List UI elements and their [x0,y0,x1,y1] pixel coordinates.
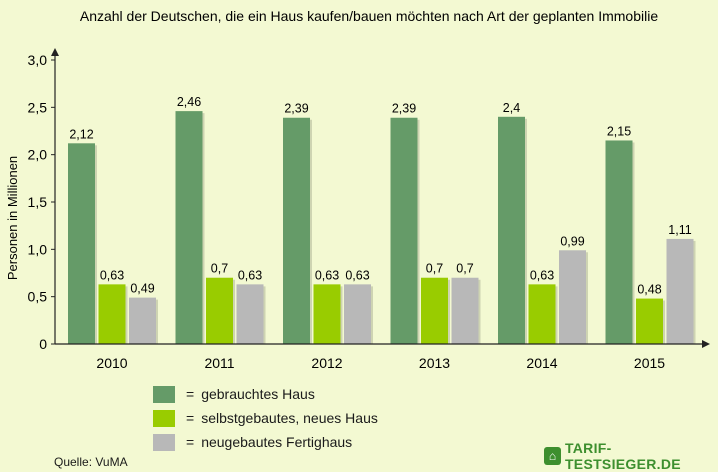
bar-chart: Anzahl der Deutschen, die ein Haus kaufe… [5,8,710,371]
x-tick-label: 2014 [526,355,557,371]
bar-value-label: 0,63 [238,268,262,282]
bar-value-label: 0,49 [130,282,154,296]
legend-label: neugebautes Fertighaus [201,434,353,450]
bar-value-label: 0,7 [211,262,228,276]
bar-group [313,284,343,344]
y-tick-label: 1,5 [28,194,48,210]
bar-group [236,284,266,344]
bar [129,297,156,344]
bar [344,284,371,344]
legend: = gebrauchtes Haus = selbstgebautes, neu… [153,382,378,454]
legend-swatch-fertighaus [153,433,175,451]
bars [68,111,696,345]
legend-label: selbstgebautes, neues Haus [201,410,378,426]
bar-group [636,298,665,344]
bar-value-label: 0,7 [456,262,473,276]
bar [98,284,126,344]
bar-group [283,117,312,344]
bar-group [559,250,588,344]
x-tick-label: 2015 [634,355,665,371]
bar-value-label: 2,39 [392,102,416,116]
bar-value-label: 0,48 [637,283,661,297]
bar [636,298,663,344]
x-tick-label: 2012 [311,355,342,371]
bar-group [498,116,527,344]
legend-swatch-gebraucht [153,385,175,403]
bar [236,284,264,344]
bar-group [206,277,235,344]
bar [605,140,633,344]
bar-value-label: 0,7 [426,262,443,276]
brand-logo: ⌂ TARIF-TESTSIEGER.DE [544,440,718,472]
legend-item: = selbstgebautes, neues Haus [153,406,378,430]
legend-swatch-selbstgebaut [153,409,175,427]
bar-value-label: 0,99 [560,234,584,248]
bar-group [390,117,420,344]
bar [666,238,694,344]
bar-group [605,140,635,344]
bar-group [666,238,696,344]
x-axis-arrow [702,340,710,348]
y-tick-label: 1,0 [28,241,48,257]
bar-group [129,297,158,344]
bar-value-label: 2,4 [503,101,520,115]
y-axis-label: Personen in Millionen [5,156,20,280]
bar [498,116,525,344]
house-icon: ⌂ [544,447,561,465]
value-labels: 2,12 0,63 0,49 2,46 0,7 0,63 2,39 0,63 0,63 2,39 0… [69,95,691,296]
bar [175,111,203,345]
y-axis-ticks: 0 0,5 1,0 1,5 2,0 2,5 3,0 [28,52,55,352]
y-tick-label: 2,0 [28,147,48,163]
y-tick-label: 0,5 [28,289,48,305]
bar [421,277,448,344]
bar [390,117,418,344]
brand-name: TARIF-TESTSIEGER.DE [564,440,681,472]
legend-equals: = [186,386,195,402]
bar [451,277,479,344]
legend-equals: = [186,410,195,426]
bar [528,284,556,344]
bar-value-label: 1,11 [668,223,691,237]
bar [206,277,233,344]
x-tick-label: 2011 [204,355,234,371]
bar [283,117,310,344]
bar-value-label: 2,39 [284,102,308,116]
bar-value-label: 2,15 [607,124,631,138]
bar-value-label: 2,12 [69,127,93,141]
bar-group [175,111,205,345]
x-axis-categories: 2010 2011 2012 2013 2014 2015 [96,355,665,371]
bar-value-label: 0,63 [100,268,124,282]
bar-value-label: 0,63 [530,268,554,282]
source-note: Quelle: VuMA [54,455,128,469]
y-tick-label: 0 [39,336,47,352]
bar-group [421,277,450,344]
y-axis-arrow [51,48,59,56]
legend-item: = neugebautes Fertighaus [153,430,378,454]
bar [313,284,341,344]
legend-item: = gebrauchtes Haus [153,382,378,406]
bar-value-label: 0,63 [315,268,339,282]
bar-group [68,143,97,344]
bar-group [528,284,558,344]
y-tick-label: 3,0 [28,52,48,68]
x-tick-label: 2010 [96,355,127,371]
bar-group [344,284,373,344]
legend-label: gebrauchtes Haus [201,386,315,402]
bar-value-label: 2,46 [177,95,201,109]
bar [559,250,586,344]
x-tick-label: 2013 [419,355,450,371]
bar [68,143,95,344]
axes [51,48,710,348]
chart-title: Anzahl der Deutschen, die ein Haus kaufe… [80,8,658,24]
y-tick-label: 2,5 [28,99,48,115]
legend-equals: = [186,434,195,450]
bar-value-label: 0,63 [345,268,369,282]
bar-group [98,284,128,344]
bar-group [451,277,481,344]
